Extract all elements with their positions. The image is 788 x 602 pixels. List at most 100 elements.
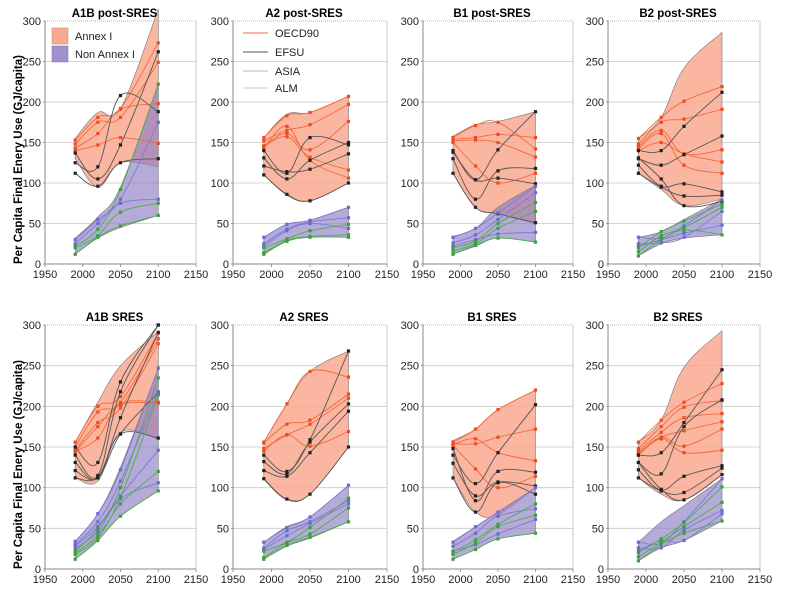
data-point-efsu [262,468,266,473]
data-point-oecd90 [636,136,640,141]
series-line-efsu [263,174,349,202]
y-tick-label: 200 [401,97,419,109]
data-point-oecd90 [682,405,686,409]
data-point-efsu [659,451,663,455]
data-point-oecd90 [682,400,686,404]
data-point-asia [73,539,77,543]
data-point-efsu [73,476,77,480]
data-point-efsu [73,445,77,449]
data-point-alm [473,239,478,243]
data-point-oecd90 [346,396,351,400]
data-point-efsu [451,453,455,457]
data-point-oecd90 [156,337,160,341]
data-point-alm [308,229,312,233]
data-point-alm [533,531,538,535]
x-tick-label: 2150 [184,269,208,281]
x-tick-label: 2150 [748,269,772,281]
data-point-oecd90 [720,420,724,424]
series-line-efsu [638,157,723,208]
series-line-oecd90 [263,95,349,138]
series-line-oecd90 [74,103,159,149]
data-point-efsu [496,469,500,473]
series-line-oecd90 [452,139,536,158]
data-point-efsu [118,93,123,98]
data-point-efsu [496,148,500,152]
data-point-oecd90 [473,437,478,441]
series-line-oecd90 [74,62,159,145]
series-line-alm [452,237,536,255]
data-point-asia [156,366,160,370]
data-point-efsu [659,149,663,153]
data-point-alm [96,536,100,540]
data-point-asia [473,226,478,230]
data-point-efsu [533,470,538,474]
data-point-asia [659,546,663,550]
data-point-asia [451,244,455,248]
data-point-oecd90 [96,120,100,124]
data-point-asia [156,197,160,201]
data-point-efsu [96,177,100,181]
data-point-oecd90 [659,140,663,145]
data-point-alm [473,541,478,545]
series-line-asia [638,510,723,550]
data-point-asia [73,238,77,242]
data-point-oecd90 [659,128,663,132]
data-point-oecd90 [308,155,312,159]
data-point-alm [118,486,123,490]
data-point-efsu [156,50,160,54]
y-tick-label: 50 [217,523,229,535]
data-point-asia [473,238,478,242]
data-point-efsu [285,472,289,476]
series-line-oecd90 [638,428,723,455]
series-line-efsu [638,172,723,197]
series-line-asia [263,484,349,543]
y-tick-label: 250 [211,361,229,373]
data-point-asia [346,205,351,209]
data-point-alm [156,201,160,205]
data-point-oecd90 [496,486,500,490]
y-tick-label: 250 [586,361,604,373]
data-point-alm [473,538,478,542]
data-point-efsu [285,192,289,196]
data-point-efsu [262,164,266,168]
nonannex-band [263,206,349,255]
data-point-oecd90 [682,117,686,121]
x-tick-label: 2100 [336,574,360,586]
data-point-efsu [346,409,351,413]
data-point-asia [496,532,500,536]
data-point-efsu [659,185,663,189]
data-point-alm [682,521,686,525]
data-point-oecd90 [496,181,500,185]
series-line-asia [263,503,349,550]
x-tick-label: 1950 [596,269,620,281]
y-tick-label: 300 [401,320,419,332]
series-line-alm [263,507,349,558]
data-point-efsu [533,484,538,488]
series-line-oecd90 [74,400,159,452]
data-point-efsu [636,171,640,175]
data-point-efsu [659,163,663,167]
data-point-efsu [659,487,663,491]
y-tick-label: 100 [401,178,419,190]
data-point-oecd90 [346,429,351,434]
x-tick-label: 2100 [523,574,547,586]
x-tick-label: 2000 [259,269,283,281]
data-point-alm [118,224,123,228]
series-line-oecd90 [452,428,536,445]
y-tick-label: 100 [586,178,604,190]
data-point-efsu [720,368,724,372]
y-tick-label: 50 [407,523,419,535]
data-point-alm [451,246,455,250]
data-point-oecd90 [659,435,663,439]
y-tick-label: 0 [413,259,419,271]
data-point-oecd90 [285,124,289,128]
data-point-alm [346,496,351,500]
series-line-oecd90 [452,389,536,443]
data-point-asia [533,184,538,188]
data-point-asia [73,242,77,246]
data-point-asia [533,486,538,490]
series-line-asia [452,508,536,547]
series-line-alm [74,214,159,255]
data-point-oecd90 [73,142,77,146]
data-point-oecd90 [473,442,478,446]
